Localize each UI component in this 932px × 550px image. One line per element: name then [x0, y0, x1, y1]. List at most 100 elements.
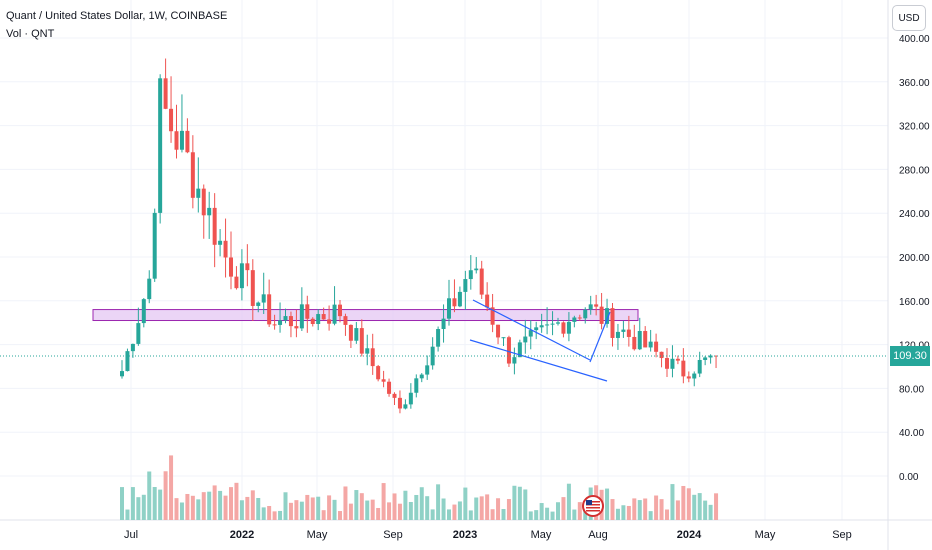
volume-bar [256, 497, 261, 520]
volume-bar [447, 509, 451, 520]
candle-body [605, 308, 610, 324]
volume-bar [665, 509, 669, 520]
volume-bar [441, 498, 446, 520]
volume-bar [152, 487, 157, 520]
candle-body [556, 322, 560, 324]
candle-body [665, 358, 669, 369]
volume-bar [419, 487, 424, 520]
candle-body [408, 392, 413, 405]
candle-body [283, 316, 288, 321]
volume-bar [556, 502, 560, 520]
candle-body [120, 371, 124, 377]
candle-body [125, 351, 130, 372]
price-tick-label: 280.00 [899, 165, 930, 176]
volume-bar [485, 494, 490, 520]
candle-body [436, 329, 441, 347]
wedge-upper-trendline[interactable] [472, 299, 591, 361]
candle-body [539, 325, 544, 328]
projection-arrow-line[interactable] [589, 311, 611, 363]
time-tick-label: Sep [832, 529, 852, 541]
volume-bar [190, 495, 195, 520]
candle-body [632, 336, 637, 350]
volume-bar [147, 471, 152, 520]
price-tick-label: 320.00 [899, 122, 930, 133]
volume-bar [708, 504, 713, 520]
time-tick-label: 2024 [677, 529, 702, 541]
volume-bar [370, 499, 375, 520]
candle-body [637, 331, 642, 350]
chart-title: Quant / United States Dollar, 1W, COINBA… [6, 10, 228, 22]
volume-bar [261, 507, 266, 520]
time-tick-label: May [531, 529, 552, 541]
volume-bar [637, 500, 642, 520]
candle-body [223, 240, 228, 258]
candle-body [387, 381, 392, 394]
volume-indicator-label[interactable]: Vol · QNT [6, 28, 55, 40]
candle-body [583, 309, 588, 319]
volume-bar [376, 507, 381, 520]
volume-bar [490, 509, 495, 520]
resistance-zone[interactable] [92, 309, 639, 322]
volume-bar [414, 494, 419, 520]
candle-body [250, 270, 255, 306]
candle-body [147, 278, 152, 300]
price-tick-label: 80.00 [899, 384, 924, 395]
candle-body [196, 188, 201, 198]
candlesticks [120, 58, 719, 414]
currency-button[interactable]: USD [892, 5, 926, 31]
volume-bar [272, 511, 277, 520]
volume-bar [348, 503, 353, 520]
candle-body [599, 306, 604, 324]
volume-bar [566, 483, 571, 520]
candle-body [354, 328, 359, 341]
volume-bar [512, 485, 517, 520]
time-tick-label: 2023 [453, 529, 477, 541]
candle-body [425, 365, 430, 375]
volume-bar [179, 502, 184, 520]
candle-body [359, 328, 364, 354]
volume-bar [169, 455, 174, 520]
candle-body [201, 188, 206, 216]
candle-body [370, 348, 375, 367]
volume-bar [163, 471, 168, 520]
candle-body [588, 304, 593, 310]
candle-body [479, 268, 484, 295]
volume-bar [403, 490, 408, 520]
time-axis[interactable]: Jul 2022 May Sep 2023 May Aug 2024 May Sep [124, 529, 852, 541]
candle-body [572, 317, 577, 322]
price-tick-label: 0.00 [899, 472, 919, 483]
time-tick-label: Aug [588, 529, 608, 541]
candle-body [294, 326, 299, 329]
wedge-lower-trendline[interactable] [469, 339, 608, 382]
volume-bar [218, 490, 223, 520]
trendline-drawings[interactable] [469, 299, 611, 382]
candle-body [163, 78, 168, 109]
candle-body [272, 324, 277, 326]
volume-bar [196, 499, 201, 520]
price-axis[interactable]: 400.00 360.00 320.00 280.00 240.00 200.00 160.… [899, 34, 930, 483]
volume-bar [278, 510, 283, 520]
volume-bar [223, 495, 228, 520]
volume-bar [310, 497, 315, 520]
volume-bar [174, 498, 179, 520]
volume-bar [539, 503, 544, 520]
volume-bar [452, 504, 457, 520]
volume-bar [457, 501, 462, 520]
volume-bar [670, 484, 675, 520]
candle-body [447, 298, 451, 319]
current-price-tag: 109.30 [890, 346, 930, 366]
candle-body [332, 304, 337, 324]
volume-bar [120, 487, 124, 520]
volume-bar [626, 505, 631, 520]
volume-bar [659, 499, 664, 520]
candle-body [158, 78, 163, 213]
price-tick-label: 400.00 [899, 34, 930, 45]
volume-bar [338, 511, 342, 520]
candle-body [457, 291, 462, 307]
candle-body [686, 376, 691, 379]
flag-icon[interactable] [582, 495, 604, 517]
candle-body [659, 351, 664, 359]
candle-body [207, 207, 212, 216]
volume-bar [583, 508, 588, 520]
